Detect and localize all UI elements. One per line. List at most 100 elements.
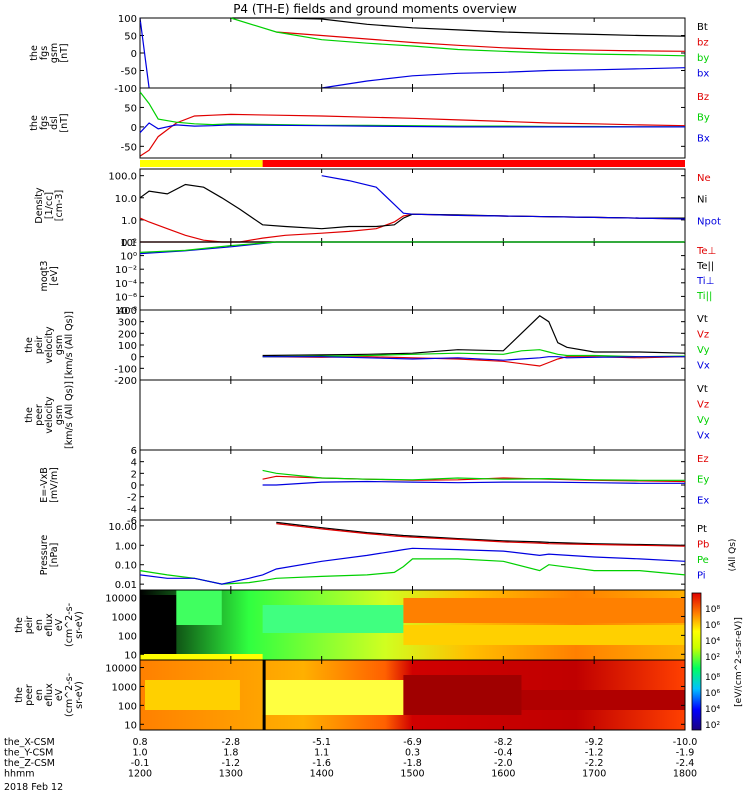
y-tick-label: 10⁻² [115,265,137,276]
y-axis-label: eflux [44,613,55,637]
legend-Te⊥: Te⊥ [696,246,716,257]
y-axis-label: [mV/m] [49,467,60,503]
y-axis-label: eflux [44,683,55,707]
colorbar-tick: 10⁶ [705,621,720,631]
legend-By: By [697,113,710,124]
legend-Pe: Pe [697,555,709,566]
colorbar-tick: 10⁴ [705,705,720,715]
spectrogram-band [521,690,685,710]
series-line-Ne [139,213,686,243]
panel-density: 100.0 10.0 1.0 0.1 Density [1/cc] [cm-3] Ne Ni Np… [34,168,721,249]
y-tick-label: 2 [131,469,137,480]
x-row-label: the_Z-CSM [4,758,55,769]
x-row-label: the_Y-CSM [4,748,53,759]
colorbar-tick: 10² [705,653,720,663]
legend-Bt: Bt [697,22,708,33]
legend-Ex: Ex [697,495,709,506]
y-axis-label: peer [34,404,45,426]
y-tick-label: 10² [120,238,137,249]
x-row-label: hhmm [4,769,35,780]
series-line-Pe [139,558,686,585]
y-tick-label: 10.00 [108,522,137,533]
legend-Vt: Vt [697,384,708,395]
x-tick-value: -5.1 [312,737,331,748]
y-tick-label: -4 [127,504,137,515]
y-tick-label: 300 [118,318,137,329]
panel-frame [139,168,686,243]
mode-bar-segment [140,160,263,167]
mode-bar-segment [262,160,685,167]
x-tick-value: 0.3 [405,748,420,759]
panel-frame [139,87,686,159]
y-axis-label: peir [24,616,35,635]
y-tick-label: 6 [131,446,137,457]
y-tick-label: 100 [118,631,137,642]
legend-Vz: Vz [697,330,709,341]
y-tick-label: 1.0 [121,216,137,227]
y-axis-label: en [34,619,45,631]
y-tick-label: 1.00 [115,541,137,552]
y-axis-label: Pressure [39,535,50,576]
y-tick-label: -6 [127,516,137,527]
y-axis-label: the [14,687,25,703]
y-axis-label: eV [54,618,65,631]
colorbar-tick: 10⁸ [705,605,720,615]
x-tick-value: -2.2 [585,758,604,769]
panel-frame [139,17,686,89]
colorbar-tick: 10⁶ [705,689,720,699]
x-row-label: the_X-CSM [4,737,55,748]
panel-temperature: 10² 10⁰ 10⁻² 10⁻⁴ 10⁻⁶ 10⁻⁸ moqt3 [eV] Te⊥ Te|| Ti… [39,238,716,317]
legend-by: by [697,53,709,64]
series-line-Bz [139,113,686,157]
y-tick-label: 100 [118,14,137,25]
x-tick-value: 1400 [310,769,334,780]
panel-frame [139,241,686,311]
series-line-Vx [262,356,685,361]
pressure-right-label: (All Qs) [728,539,738,572]
y-axis-label: gsm [54,405,65,425]
y-tick-label: 0 [131,481,137,492]
series-line-Vy [262,349,686,358]
y-tick-label: 10 [124,720,137,731]
x-tick-value: 1200 [128,769,152,780]
x-tick-value: 1600 [491,769,515,780]
series-line-By [139,91,685,128]
panel-fgs_dsl: 50 0 -50 the fgs dsl [nT] Bz By Bx [29,87,710,159]
y-axis-label: the [24,407,35,423]
y-axis-label: [cm-3] [54,190,65,221]
y-tick-label: 0 [131,353,137,364]
y-axis-label: moqt3 [39,261,50,292]
y-tick-label: 10000 [105,664,137,675]
y-axis-label: the [29,115,40,131]
y-tick-label: 10000 [105,594,137,605]
series-line-Ey [262,469,685,481]
x-tick-value: -1.8 [403,758,422,769]
y-axis-label: fgs [39,116,50,130]
y-axis-label: the [29,45,40,61]
y-tick-label: 10⁻⁸ [115,306,137,317]
x-tick-value: 1.1 [314,748,329,759]
x-tick-value: -8.2 [494,737,513,748]
y-tick-label: -100 [114,84,137,95]
y-tick-label: 10 [124,650,137,661]
legend-Vx: Vx [697,431,710,442]
panel-pressure: 10.00 1.00 0.10 0.01 Pressure [nPa] Pt Pb Pe Pi (A… [39,519,738,591]
y-tick-label: 0.10 [115,561,137,572]
y-tick-label: 10⁰ [120,252,137,263]
legend-Ez: Ez [697,454,709,465]
colorbar-label: [eV/(cm^2-s-sr-eV)] [734,617,744,707]
series-line-Pi [139,547,686,585]
series-line-Pt [276,521,686,546]
series-line-Bt [230,17,686,37]
date-label: 2018 Feb 12 [4,782,63,793]
y-tick-label: -50 [121,67,137,78]
legend-Vy: Vy [697,415,710,426]
y-axis-label: gsm [49,43,60,63]
x-tick-value: -2.0 [494,758,513,769]
y-tick-label: 10.0 [115,194,137,205]
spectrogram-gap [262,660,266,730]
x-tick-value: -0.1 [131,758,150,769]
